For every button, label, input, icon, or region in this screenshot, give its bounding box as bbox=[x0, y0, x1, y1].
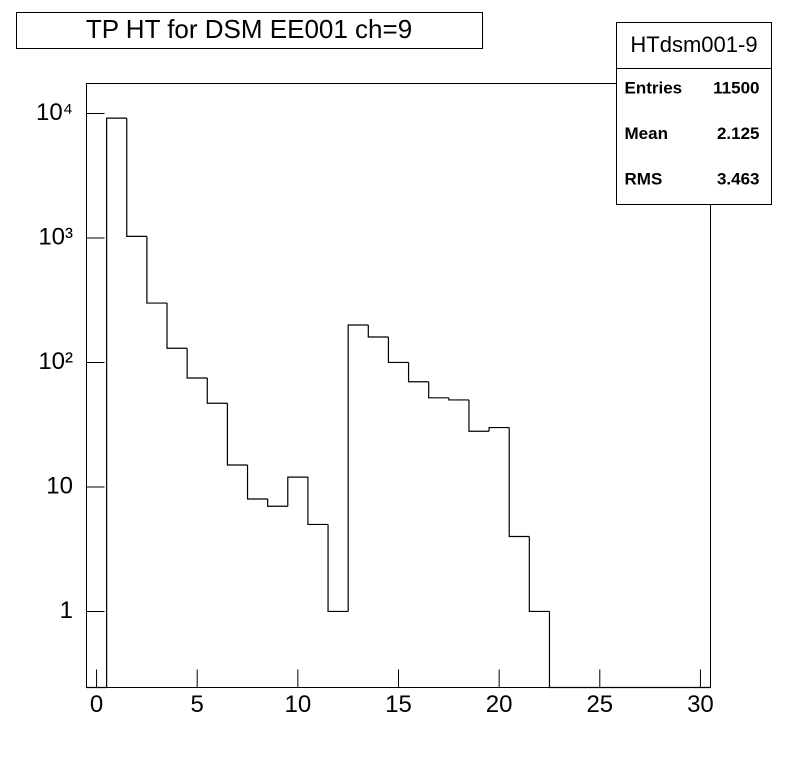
x-tick-label: 0 bbox=[90, 691, 103, 718]
histogram-bin bbox=[226, 403, 248, 466]
histogram-bin bbox=[267, 499, 288, 507]
stats-box bbox=[616, 22, 772, 205]
x-tick-label: 15 bbox=[385, 691, 412, 718]
histogram-bin bbox=[468, 399, 490, 432]
x-tick-label: 5 bbox=[191, 691, 204, 718]
x-tick-label: 10 bbox=[285, 691, 312, 718]
chart-title: TP HT for DSM EE001 ch=9 bbox=[86, 14, 412, 44]
histogram-bin bbox=[347, 324, 369, 612]
histogram-bin bbox=[126, 118, 147, 237]
histogram-bin bbox=[407, 362, 429, 383]
y-tick-label: 10⁴ bbox=[36, 99, 73, 126]
stats-value: 2.125 bbox=[717, 124, 760, 143]
histogram-bin bbox=[528, 536, 550, 613]
histogram-bin bbox=[206, 378, 228, 404]
histogram-bin bbox=[448, 397, 469, 401]
stats-label: Entries bbox=[625, 78, 683, 97]
stats-label: Mean bbox=[625, 124, 668, 143]
histogram-bin bbox=[548, 611, 570, 689]
histogram-bin bbox=[367, 324, 389, 338]
y-tick-label: 10² bbox=[38, 348, 73, 375]
histogram-bin bbox=[488, 426, 510, 432]
x-tick-label: 20 bbox=[486, 691, 513, 718]
histogram-bin bbox=[387, 337, 409, 364]
histogram-bin bbox=[246, 465, 268, 500]
y-tick-label: 1 bbox=[60, 597, 73, 624]
histogram-bin bbox=[428, 381, 449, 399]
histogram-bin bbox=[287, 476, 308, 507]
stats-title: HTdsm001-9 bbox=[630, 32, 757, 57]
histogram-bin bbox=[327, 524, 349, 613]
x-tick-label: 25 bbox=[586, 691, 613, 718]
histogram-bin bbox=[307, 477, 329, 526]
title-box bbox=[16, 12, 483, 49]
histogram-bin bbox=[166, 303, 188, 349]
x-tick-label: 30 bbox=[687, 691, 714, 718]
stats-value: 11500 bbox=[713, 78, 759, 97]
y-tick-label: 10³ bbox=[38, 223, 73, 250]
y-tick-label: 10 bbox=[46, 472, 73, 499]
stats-value: 3.463 bbox=[717, 169, 760, 188]
histogram-bin bbox=[146, 236, 168, 304]
histogram-bin bbox=[106, 117, 127, 688]
histogram-bin bbox=[186, 348, 208, 379]
histogram-bin bbox=[508, 427, 530, 538]
stats-label: RMS bbox=[625, 169, 663, 188]
